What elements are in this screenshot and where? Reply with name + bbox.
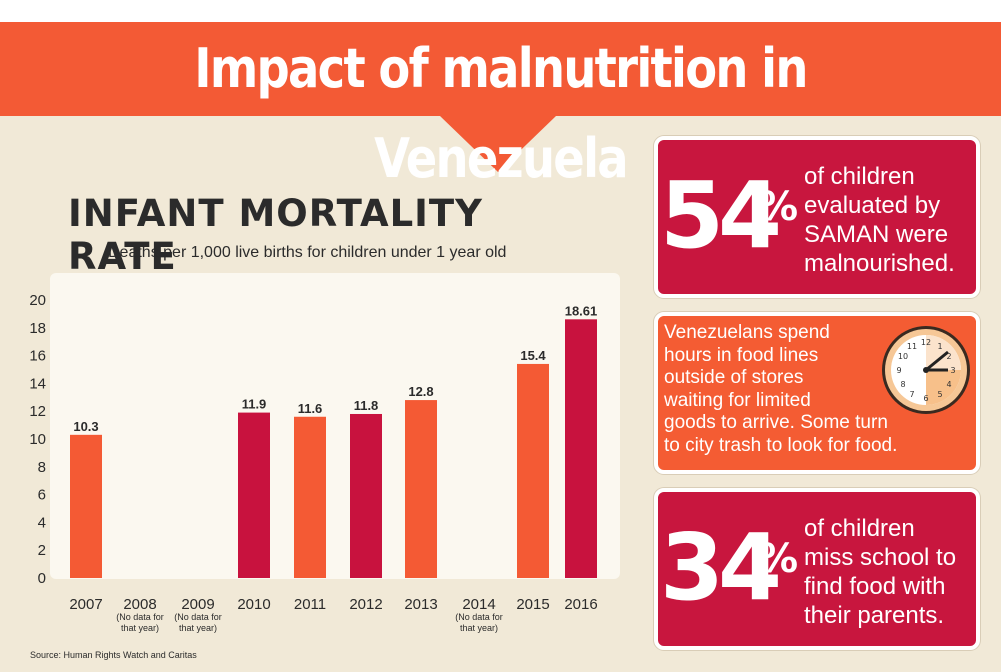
x-tick-note: that year) (460, 623, 498, 633)
banner-pointer (440, 116, 556, 172)
food-lines-card: Venezuelans spend hours in food lines ou… (654, 312, 980, 474)
stat-text-line: of children (804, 515, 915, 542)
svg-text:6: 6 (923, 394, 928, 403)
svg-text:3: 3 (950, 366, 955, 375)
x-tick-label: 2010 (237, 596, 270, 613)
source-note: Source: Human Rights Watch and Caritas (30, 650, 197, 660)
x-tick-label: 2012 (349, 596, 382, 613)
stat-number: 54 (660, 162, 782, 269)
y-tick-label: 18 (29, 320, 46, 337)
food-lines-line: Venezuelans spend (664, 322, 830, 343)
data-label: 11.6 (298, 401, 323, 416)
x-tick-label: 2011 (294, 596, 326, 613)
bar (565, 319, 597, 578)
bar (350, 413, 382, 578)
x-tick-label: 2009 (181, 596, 214, 613)
y-tick-label: 2 (38, 542, 46, 559)
stat-text-line: SAMAN were (804, 221, 949, 248)
y-tick-label: 14 (29, 375, 46, 392)
bar (70, 434, 102, 578)
y-tick-label: 16 (29, 348, 46, 365)
stat-text-line: their parents. (804, 602, 945, 629)
stat-text-line: malnourished. (804, 250, 955, 277)
bar-chart: 0 2 4 6 8 10 12 14 16 18 20 10.3 11.9 11.6 11.8 12.8 15… (29, 292, 597, 633)
svg-text:8: 8 (900, 380, 905, 389)
food-lines-line: waiting for limited (664, 389, 811, 411)
bars: 10.3 11.9 11.6 11.8 12.8 15.4 18.61 (70, 303, 597, 578)
x-tick-note: (No data for (174, 612, 222, 622)
data-label: 11.9 (242, 397, 267, 412)
y-tick-label: 4 (38, 514, 46, 531)
svg-text:11: 11 (907, 342, 917, 351)
y-tick-label: 10 (29, 431, 46, 448)
stat-percent: % (758, 536, 799, 582)
stat-number: 34 (660, 514, 782, 621)
stat-text-line: of children (804, 163, 915, 190)
data-label: 12.8 (408, 384, 433, 399)
x-tick-label: 2013 (404, 596, 437, 613)
svg-text:5: 5 (937, 390, 942, 399)
food-lines-line: outside of stores (664, 367, 804, 388)
stat-percent: % (758, 184, 799, 230)
stat-text-line: evaluated by (804, 192, 941, 219)
stat-card-malnourished: 54 % of children evaluated by SAMAN were… (654, 136, 980, 298)
x-tick-note: (No data for (116, 612, 164, 622)
x-tick-label: 2007 (69, 596, 102, 613)
page-title: Impact of malnutrition in Venezuela (194, 37, 808, 190)
top-strip (0, 0, 1001, 22)
bar (405, 400, 437, 578)
y-axis: 0 2 4 6 8 10 12 14 16 18 20 (29, 292, 46, 587)
y-tick-label: 8 (38, 459, 46, 476)
y-tick-label: 6 (38, 487, 46, 504)
y-tick-label: 12 (29, 403, 46, 420)
x-tick-label: 2016 (564, 596, 597, 613)
svg-text:12: 12 (921, 338, 931, 347)
food-lines-line: hours in food lines (664, 344, 819, 366)
stat-text-line: miss school to (804, 544, 957, 571)
stat-text: of children miss school to find food wit… (804, 514, 956, 630)
y-tick-label: 0 (38, 570, 46, 587)
stat-text-line: find food with (804, 573, 946, 600)
y-tick-label: 20 (29, 292, 46, 309)
data-label: 11.8 (354, 398, 379, 413)
food-lines-text: Venezuelans spend hours in food lines ou… (664, 322, 897, 457)
bar (517, 363, 549, 578)
stat-card-school: 34 % of children miss school to find foo… (654, 488, 980, 650)
x-tick-note: (No data for (455, 612, 503, 622)
header-banner (0, 22, 1001, 116)
bar (294, 416, 326, 578)
food-lines-line: goods to arrive. Some turn (664, 412, 888, 433)
x-tick-label: 2014 (462, 596, 495, 613)
chart-subtitle: Deaths per 1,000 live births for childre… (108, 244, 507, 261)
x-tick-note: that year) (121, 623, 159, 633)
svg-text:4: 4 (946, 380, 951, 389)
x-tick-label: 2015 (516, 596, 549, 613)
food-lines-line: to city trash to look for food. (664, 434, 898, 456)
svg-text:1: 1 (937, 342, 942, 351)
data-label: 15.4 (520, 348, 546, 363)
x-tick-note: that year) (179, 623, 217, 633)
svg-text:9: 9 (896, 366, 901, 375)
svg-text:2: 2 (946, 352, 951, 361)
bar (238, 412, 270, 578)
data-label: 10.3 (73, 419, 98, 434)
svg-text:10: 10 (898, 352, 908, 361)
data-label: 18.61 (565, 303, 598, 318)
svg-text:7: 7 (909, 390, 914, 399)
chart-title: INFANT MORTALITY RATE (68, 192, 483, 278)
stat-text: of children evaluated by SAMAN were maln… (804, 162, 955, 278)
x-tick-label: 2008 (123, 596, 156, 613)
